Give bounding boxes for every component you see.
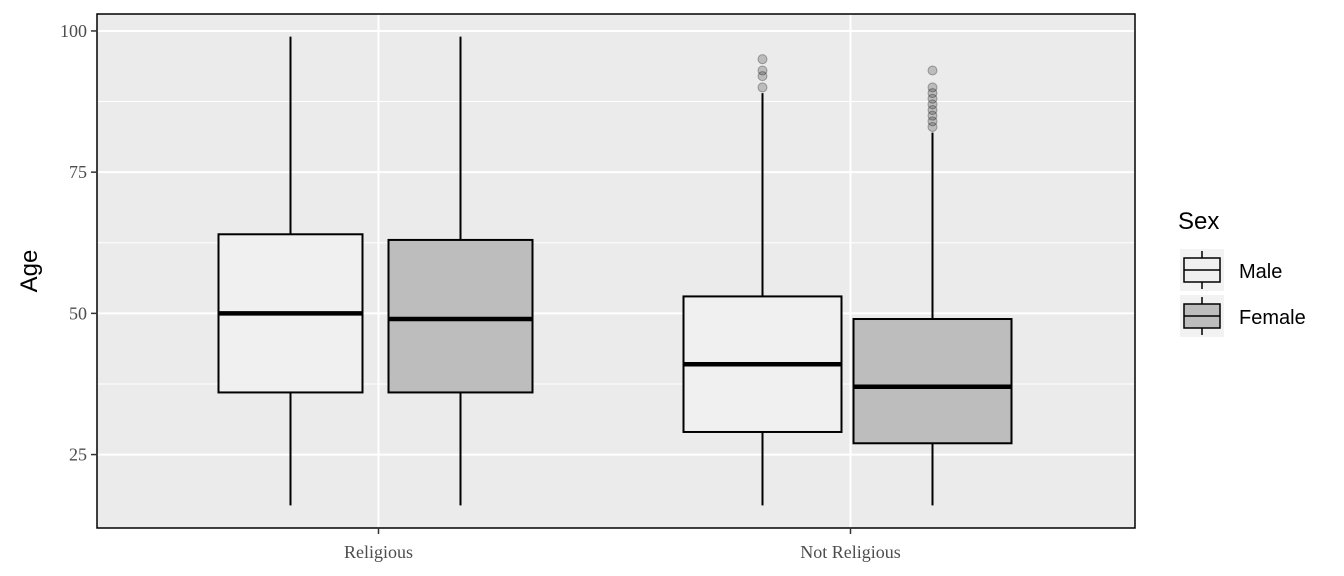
legend-label: Male xyxy=(1239,261,1282,283)
plot-border xyxy=(96,13,1136,529)
outlier-point xyxy=(927,121,938,132)
legend-label: Female xyxy=(1239,307,1306,329)
outlier-point xyxy=(757,71,768,82)
outlier-point xyxy=(757,65,768,76)
outlier-point xyxy=(757,82,768,93)
outlier-point xyxy=(927,110,938,121)
legend-title: Sex xyxy=(1178,208,1219,235)
outlier-point xyxy=(927,99,938,110)
box-iqr xyxy=(387,238,534,394)
outlier-point xyxy=(757,54,768,65)
legend-item-female: Female xyxy=(1180,295,1306,337)
outlier-point xyxy=(927,116,938,127)
outlier-point xyxy=(927,105,938,116)
legend-item-male: Male xyxy=(1180,249,1282,291)
box-female-not-religious xyxy=(852,65,1013,506)
outlier-point xyxy=(927,65,938,76)
axes: 25 50 75 100 Religious Not Religious xyxy=(60,21,901,562)
box-female-religious xyxy=(387,36,534,506)
y-axis-title: Age xyxy=(16,250,43,293)
x-tick-label: Not Religious xyxy=(800,542,901,562)
y-tick-label: 100 xyxy=(60,21,87,41)
outlier-point xyxy=(927,88,938,99)
outlier-point xyxy=(927,82,938,93)
boxes xyxy=(217,36,1013,506)
x-tick-label: Religious xyxy=(344,542,413,562)
box-male-not-religious xyxy=(682,54,843,506)
grid-lines xyxy=(97,14,1135,528)
y-tick-label: 50 xyxy=(69,303,87,323)
outlier-point xyxy=(927,93,938,104)
legend: Sex Male Female xyxy=(1178,208,1306,337)
box-male-religious xyxy=(217,36,364,506)
y-tick-label: 25 xyxy=(69,445,87,465)
box-iqr xyxy=(852,318,1013,445)
y-tick-label: 75 xyxy=(69,162,87,182)
